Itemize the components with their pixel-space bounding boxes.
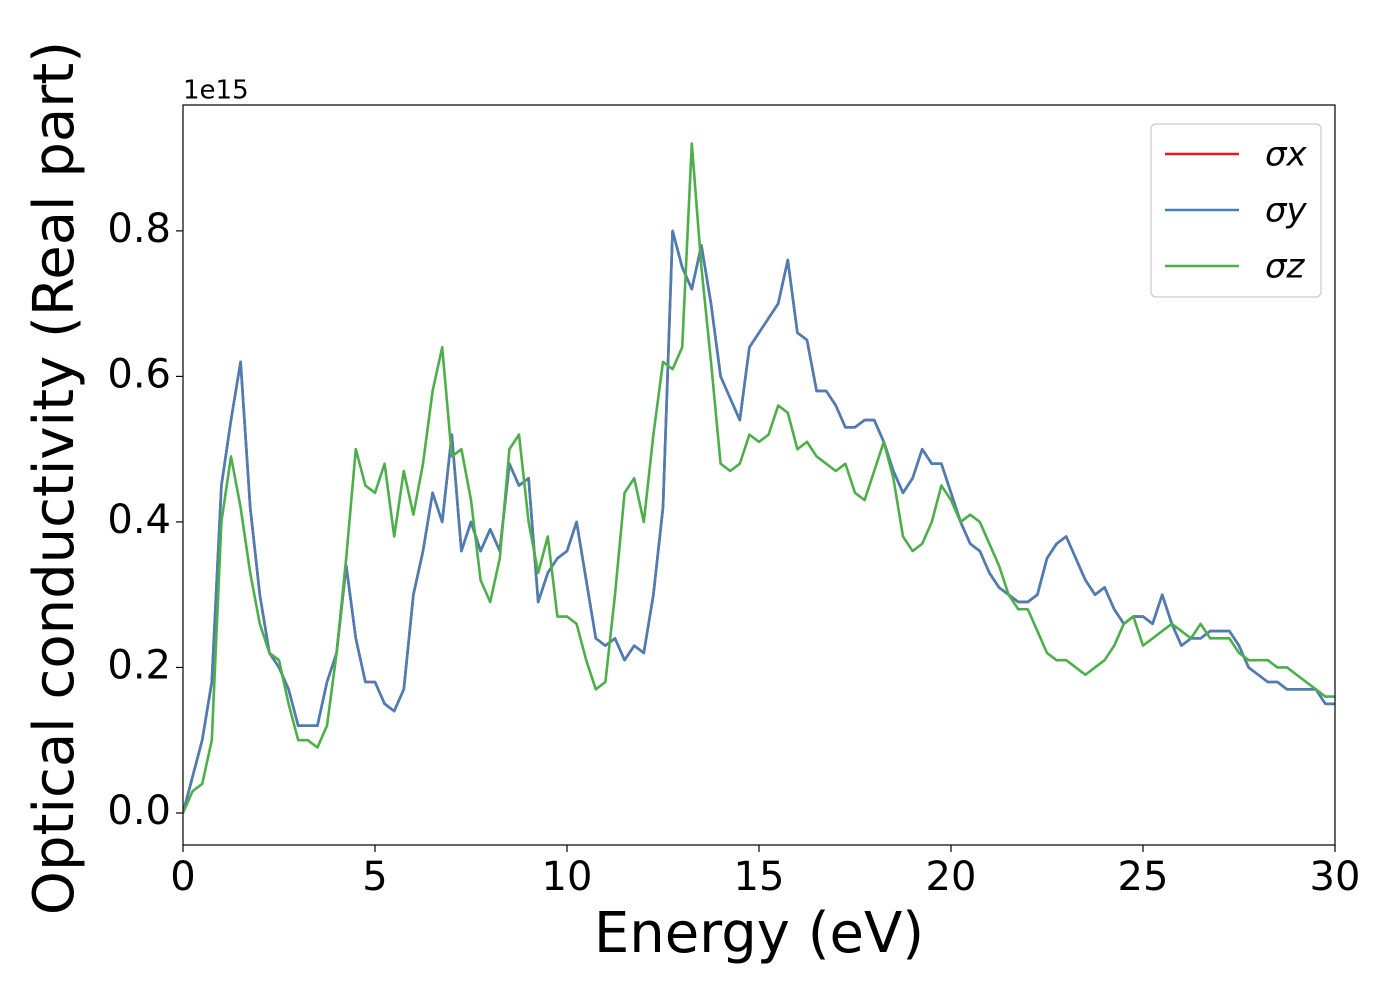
- plot-area: [183, 105, 1335, 845]
- y-tick-label: 0.0: [107, 788, 171, 834]
- y-tick-label: 0.6: [107, 351, 171, 397]
- y-axis-label: Optical conductivity (Real part): [22, 41, 87, 915]
- offset-text: 1e15: [183, 76, 249, 106]
- x-tick-label: 30: [1310, 854, 1361, 900]
- x-tick-label: 20: [926, 854, 977, 900]
- legend-label: σz: [1265, 247, 1306, 287]
- legend: σx σy σz: [1150, 123, 1322, 298]
- x-tick-label: 0: [170, 854, 195, 900]
- y-tick-label: 0.8: [107, 206, 171, 252]
- x-tick-label: 15: [734, 854, 785, 900]
- x-axis-label: Energy (eV): [594, 901, 924, 966]
- lines: [183, 142, 1335, 814]
- x-tick-label: 25: [1118, 854, 1169, 900]
- legend-label: σx: [1265, 135, 1308, 175]
- x-tick-label: 10: [542, 854, 593, 900]
- series-line: [183, 229, 1335, 814]
- x-tick-label: 5: [362, 854, 387, 900]
- y-tick-label: 0.4: [107, 497, 171, 543]
- series-line: [183, 142, 1335, 814]
- y-tick-label: 0.2: [107, 642, 171, 688]
- legend-label: σy: [1265, 191, 1308, 231]
